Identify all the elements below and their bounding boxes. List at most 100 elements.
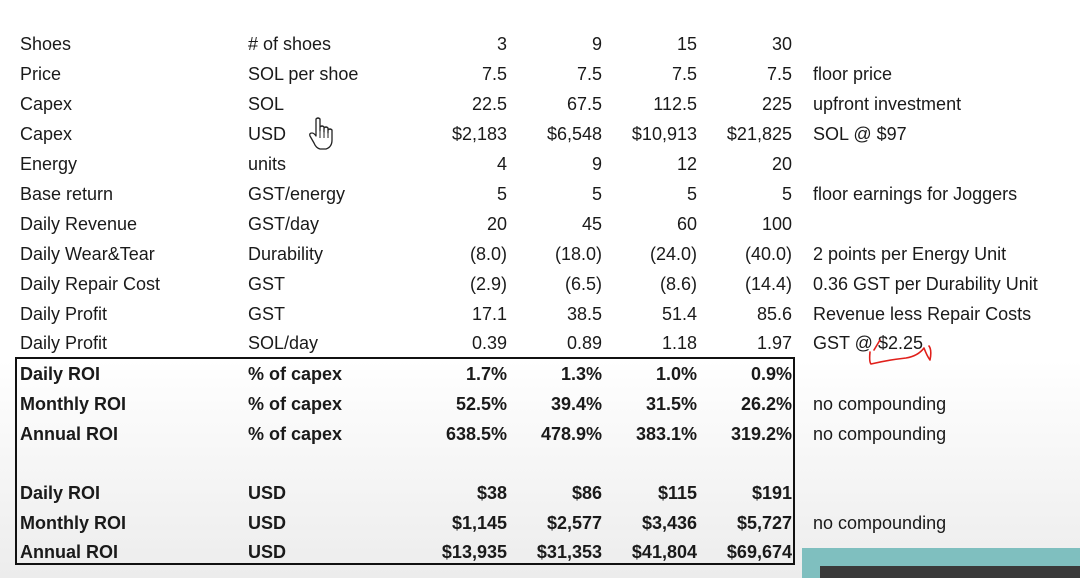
value-9-shoes: $86 [571, 483, 602, 503]
value-3-shoes: 4 [496, 154, 507, 174]
value-9-shoes: 67.5 [566, 94, 602, 114]
value-30-shoes: (40.0) [744, 244, 792, 264]
value-9-shoes: 9 [591, 34, 602, 54]
value-3-shoes: 22.5 [471, 94, 507, 114]
value-3-shoes: $38 [476, 483, 507, 503]
table-row: Daily Repair Cost GST (2.9) (6.5) (8.6) … [0, 270, 1080, 298]
row-label: Annual ROI [20, 424, 118, 444]
value-3-shoes: $13,935 [441, 542, 507, 562]
value-15-shoes: 112.5 [653, 94, 697, 114]
row-unit: GST [248, 304, 286, 324]
table-row: Monthly ROI % of capex 52.5% 39.4% 31.5%… [0, 390, 1080, 418]
value-9-shoes: 1.3% [560, 364, 602, 384]
value-15-shoes: 12 [676, 154, 697, 174]
value-15-shoes: 383.1% [635, 424, 697, 444]
row-unit: % of capex [248, 394, 343, 414]
value-30-shoes: 225 [761, 94, 792, 114]
overlay-bar [820, 566, 1080, 578]
value-9-shoes: (18.0) [554, 244, 602, 264]
table-row-note: no compounding [0, 420, 1080, 448]
value-9-shoes: 7.5 [576, 64, 602, 84]
value-30-shoes: 0.9% [750, 364, 792, 384]
table-row: Daily Profit GST 17.1 38.5 51.4 85.6 Rev… [0, 300, 1080, 328]
row-unit: USD [248, 124, 287, 144]
table-row: Daily Revenue GST/day 20 45 60 100 [0, 210, 1080, 238]
value-30-shoes: $5,727 [736, 513, 792, 533]
value-3-shoes: 638.5% [445, 424, 507, 444]
value-9-shoes: (6.5) [564, 274, 602, 294]
value-30-shoes: 1.97 [756, 333, 792, 353]
value-30-shoes: 85.6 [756, 304, 792, 324]
row-label: Shoes [20, 34, 72, 54]
table-row: Daily ROI % of capex 1.7% 1.3% 1.0% 0.9% [0, 360, 1080, 388]
row-unit: GST/energy [248, 184, 346, 204]
table-row-note: no compounding [0, 390, 1080, 418]
table-row: Monthly ROI USD $1,145 $2,577 $3,436 $5,… [0, 509, 1080, 537]
row-note: no compounding [813, 513, 947, 533]
row-unit: USD [248, 542, 287, 562]
row-note: 2 points per Energy Unit [813, 244, 1007, 264]
row-unit: USD [248, 483, 287, 503]
row-note: floor price [813, 64, 893, 84]
table-row: Daily Profit SOL/day 0.39 0.89 1.18 1.97… [0, 329, 1080, 357]
value-3-shoes: (8.0) [469, 244, 507, 264]
row-label: Daily Repair Cost [20, 274, 161, 294]
row-unit: SOL per shoe [248, 64, 359, 84]
value-9-shoes: 38.5 [566, 304, 602, 324]
row-unit: USD [248, 513, 287, 533]
row-label: Daily Revenue [20, 214, 138, 234]
value-9-shoes: 478.9% [540, 424, 602, 444]
row-note: floor earnings for Joggers [813, 184, 1018, 204]
table-row: Capex USD $2,183 $6,548 $10,913 $21,825 … [0, 120, 1080, 148]
value-3-shoes: $1,145 [451, 513, 507, 533]
value-30-shoes: 30 [771, 34, 792, 54]
value-9-shoes: 39.4% [550, 394, 602, 414]
table-row: Daily ROI USD $38 $86 $115 $191 [0, 479, 1080, 507]
table-row: Base return GST/energy 5 5 5 5 floor ear… [0, 180, 1080, 208]
value-30-shoes: 319.2% [730, 424, 792, 444]
value-9-shoes: 9 [591, 154, 602, 174]
row-note: upfront investment [813, 94, 962, 114]
row-note: SOL @ $97 [813, 124, 907, 144]
value-9-shoes: $31,353 [536, 542, 602, 562]
row-label: Daily ROI [20, 364, 101, 384]
hand-pointer-icon [309, 117, 333, 150]
row-unit: GST [248, 274, 286, 294]
row-unit: units [248, 154, 287, 174]
value-30-shoes: $191 [751, 483, 792, 503]
value-9-shoes: $2,577 [546, 513, 602, 533]
row-unit: GST/day [248, 214, 320, 234]
table-row: Daily Wear&Tear Durability (8.0) (18.0) … [0, 240, 1080, 268]
row-label: Capex [20, 124, 73, 144]
value-3-shoes: 0.39 [471, 333, 507, 353]
table-row: Capex SOL 22.5 67.5 112.5 225 upfront in… [0, 90, 1080, 118]
value-15-shoes: $10,913 [631, 124, 697, 144]
value-30-shoes: 26.2% [740, 394, 792, 414]
value-3-shoes: 1.7% [465, 364, 507, 384]
value-3-shoes: 3 [496, 34, 507, 54]
value-15-shoes: 15 [676, 34, 697, 54]
value-3-shoes: 5 [496, 184, 507, 204]
value-15-shoes: $3,436 [641, 513, 697, 533]
value-30-shoes: 20 [771, 154, 792, 174]
value-15-shoes: 5 [686, 184, 697, 204]
row-note: Revenue less Repair Costs [813, 304, 1032, 324]
row-unit: Durability [248, 244, 324, 264]
value-9-shoes: $6,548 [546, 124, 602, 144]
table-row: Energy units 4 9 12 20 [0, 150, 1080, 178]
value-30-shoes: 7.5 [766, 64, 792, 84]
value-3-shoes: 20 [486, 214, 507, 234]
row-label: Monthly ROI [20, 394, 126, 414]
value-3-shoes: $2,183 [451, 124, 507, 144]
value-30-shoes: 100 [761, 214, 792, 234]
row-label: Annual ROI [20, 542, 118, 562]
row-unit: # of shoes [248, 34, 332, 54]
roi-summary-box [15, 357, 795, 565]
value-15-shoes: 31.5% [645, 394, 697, 414]
row-label: Price [20, 64, 62, 84]
table-row: Annual ROI % of capex 638.5% 478.9% 383.… [0, 420, 1080, 448]
row-label: Capex [20, 94, 73, 114]
row-unit: SOL [248, 94, 285, 114]
row-label: Daily Profit [20, 333, 108, 353]
value-30-shoes: (14.4) [744, 274, 792, 294]
